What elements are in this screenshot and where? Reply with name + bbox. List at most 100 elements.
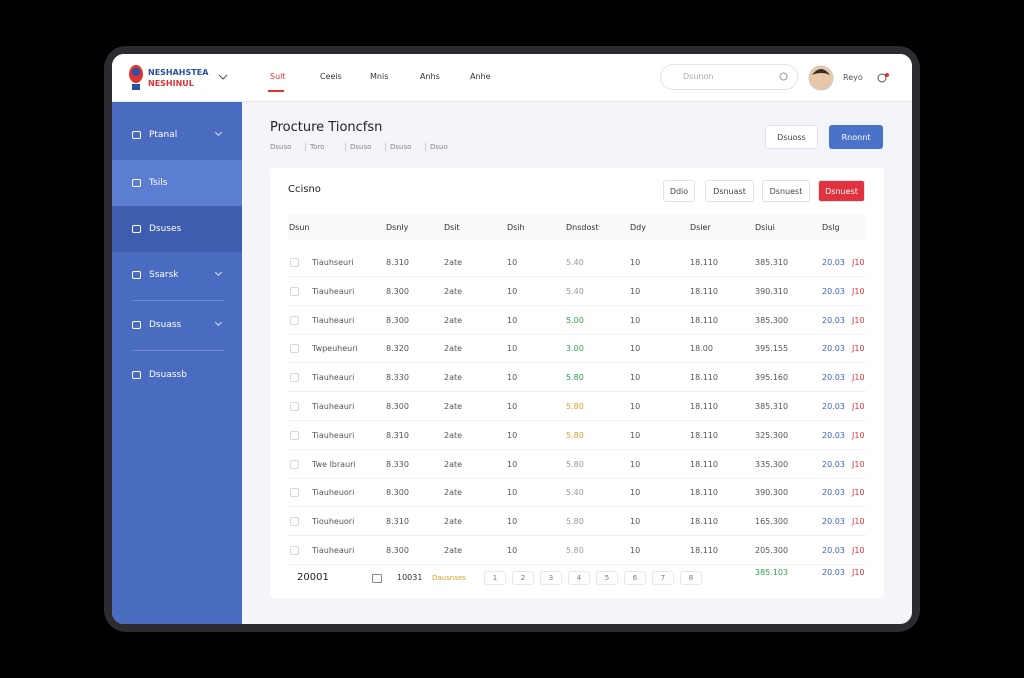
sidebar-item[interactable]: Ssarsk <box>112 252 242 298</box>
avatar[interactable] <box>808 65 834 91</box>
row-checkbox[interactable] <box>290 315 299 325</box>
table-cell: 18.110 <box>690 488 718 498</box>
secondary-button[interactable]: Dsuoss <box>765 125 818 149</box>
table-cell: 2ate <box>444 258 463 267</box>
table-cell: 10 <box>630 488 641 498</box>
page-button[interactable]: 2 <box>512 571 534 585</box>
card-button[interactable]: Dsnuest <box>762 180 810 202</box>
column-header: Dsih <box>507 223 525 232</box>
table-cell: 10 <box>630 517 641 527</box>
row-checkbox[interactable] <box>290 430 299 440</box>
table-cell: 18.110 <box>690 517 718 527</box>
breadcrumb-sep <box>385 143 386 151</box>
row-checkbox[interactable] <box>290 258 299 267</box>
logo-text: NESHINUL <box>148 79 194 88</box>
page-button[interactable]: 4 <box>568 571 590 585</box>
table-cell: Tiauheauri <box>312 546 355 555</box>
page-button[interactable]: 7 <box>652 571 674 585</box>
search-icon <box>779 72 788 81</box>
table-cell: 18.110 <box>690 315 718 325</box>
table-cell: 385.300 <box>755 315 789 325</box>
sidebar-item[interactable]: Dsuassb <box>112 352 242 398</box>
sidebar-item[interactable]: Tsils <box>112 160 242 206</box>
row-checkbox[interactable] <box>290 546 299 555</box>
row-checkbox[interactable] <box>290 286 299 296</box>
table-cell: 5.80 <box>566 402 584 411</box>
page-button[interactable]: 8 <box>680 571 702 585</box>
nav-link[interactable]: Anhs <box>420 72 440 81</box>
row-checkbox[interactable] <box>290 344 299 354</box>
sidebar-icon <box>132 131 141 139</box>
logo-icon <box>129 65 143 90</box>
table-cell: 385.310 <box>755 402 789 411</box>
screen: NESHAHSTEA NESHINUL Dsunon Reyo Sult Ceei… <box>112 54 912 624</box>
nav-link[interactable]: Mnis <box>370 72 389 81</box>
table-cell: 395.155 <box>755 344 789 354</box>
row-checkbox[interactable] <box>290 517 299 527</box>
column-header: Dnsdost <box>566 223 599 232</box>
row-checkbox[interactable] <box>290 373 299 383</box>
table-cell: Tiauheuori <box>312 488 355 498</box>
table-cell: 8.300 <box>386 488 409 498</box>
table-cell: 2ate <box>444 344 463 354</box>
chevron <box>214 318 223 327</box>
page-button[interactable]: 1 <box>484 571 506 585</box>
column-header: Dsun <box>289 223 310 232</box>
primary-button[interactable]: Rnonnt <box>829 125 883 149</box>
table-cell: Tiauheauri <box>312 402 355 411</box>
card-button[interactable]: Dsnuast <box>705 180 754 202</box>
row-divider <box>288 304 866 306</box>
table-cell: 5.40 <box>566 258 584 267</box>
table-cell: Tiauhseuri <box>312 258 354 267</box>
table-cell: 8.300 <box>386 315 409 325</box>
sidebar-label: Ptanal <box>149 130 178 140</box>
nav-link[interactable]: Anhe <box>470 72 491 81</box>
page-button[interactable]: 3 <box>540 571 562 585</box>
breadcrumb-item[interactable]: Dsuo <box>430 143 448 151</box>
danger-button[interactable]: Dsnuest <box>818 180 865 202</box>
breadcrumb-item[interactable]: Dsuso <box>390 143 412 151</box>
table-cell: 8.300 <box>386 546 409 555</box>
sidebar-item[interactable]: Dsuses <box>112 206 242 252</box>
sidebar-label: Dsuses <box>149 224 182 234</box>
row-checkbox[interactable] <box>290 402 299 411</box>
table-cell: 325.300 <box>755 430 789 440</box>
table-cell: 10 <box>507 546 518 555</box>
top-bar: NESHAHSTEA NESHINUL Dsunon Reyo Sult Ceei… <box>112 54 912 102</box>
table-cell: 10 <box>507 430 518 440</box>
table-cell: 335.300 <box>755 459 789 469</box>
card-title: Ccisno <box>288 184 321 195</box>
breadcrumb-item[interactable]: Dsuso <box>350 143 372 151</box>
row-divider <box>288 391 866 393</box>
page-button[interactable]: 6 <box>624 571 646 585</box>
table-cell: 18.110 <box>690 258 718 267</box>
nav-link[interactable]: Ceeis <box>320 72 342 81</box>
nav-underline <box>268 90 284 92</box>
row-divider <box>288 506 866 508</box>
row-divider <box>288 276 866 277</box>
table-cell: 5.80 <box>566 373 584 383</box>
table-cell: Tiouheuori <box>312 517 355 527</box>
table-cell: 20.03 <box>822 459 845 469</box>
page-button[interactable]: 5 <box>596 571 618 585</box>
sidebar-icon <box>132 371 141 379</box>
sidebar-divider <box>132 300 224 301</box>
table-cell: 5.40 <box>566 488 584 498</box>
breadcrumb-item[interactable]: Toro <box>310 143 325 151</box>
sidebar-item[interactable]: Ptanal <box>112 112 242 158</box>
table-cell: 10 <box>630 258 641 267</box>
page-size[interactable]: 10031 <box>397 573 423 582</box>
sidebar-item[interactable]: Dsuass <box>112 302 242 348</box>
table-cell: 390.300 <box>755 488 789 498</box>
nav-link[interactable]: Sult <box>270 72 286 81</box>
search-box[interactable]: Dsunon <box>660 64 798 90</box>
row-checkbox[interactable] <box>290 459 299 469</box>
table-cell: 395.160 <box>755 373 789 383</box>
table-cell: 10 <box>507 488 518 498</box>
notification-icon[interactable] <box>876 72 890 84</box>
page-size-note: Dausnses <box>432 574 466 582</box>
table-cell: 8.310 <box>386 430 409 440</box>
card-button[interactable]: Ddio <box>663 180 695 202</box>
breadcrumb-item[interactable]: Dsuso <box>270 143 292 151</box>
row-checkbox[interactable] <box>290 488 299 498</box>
